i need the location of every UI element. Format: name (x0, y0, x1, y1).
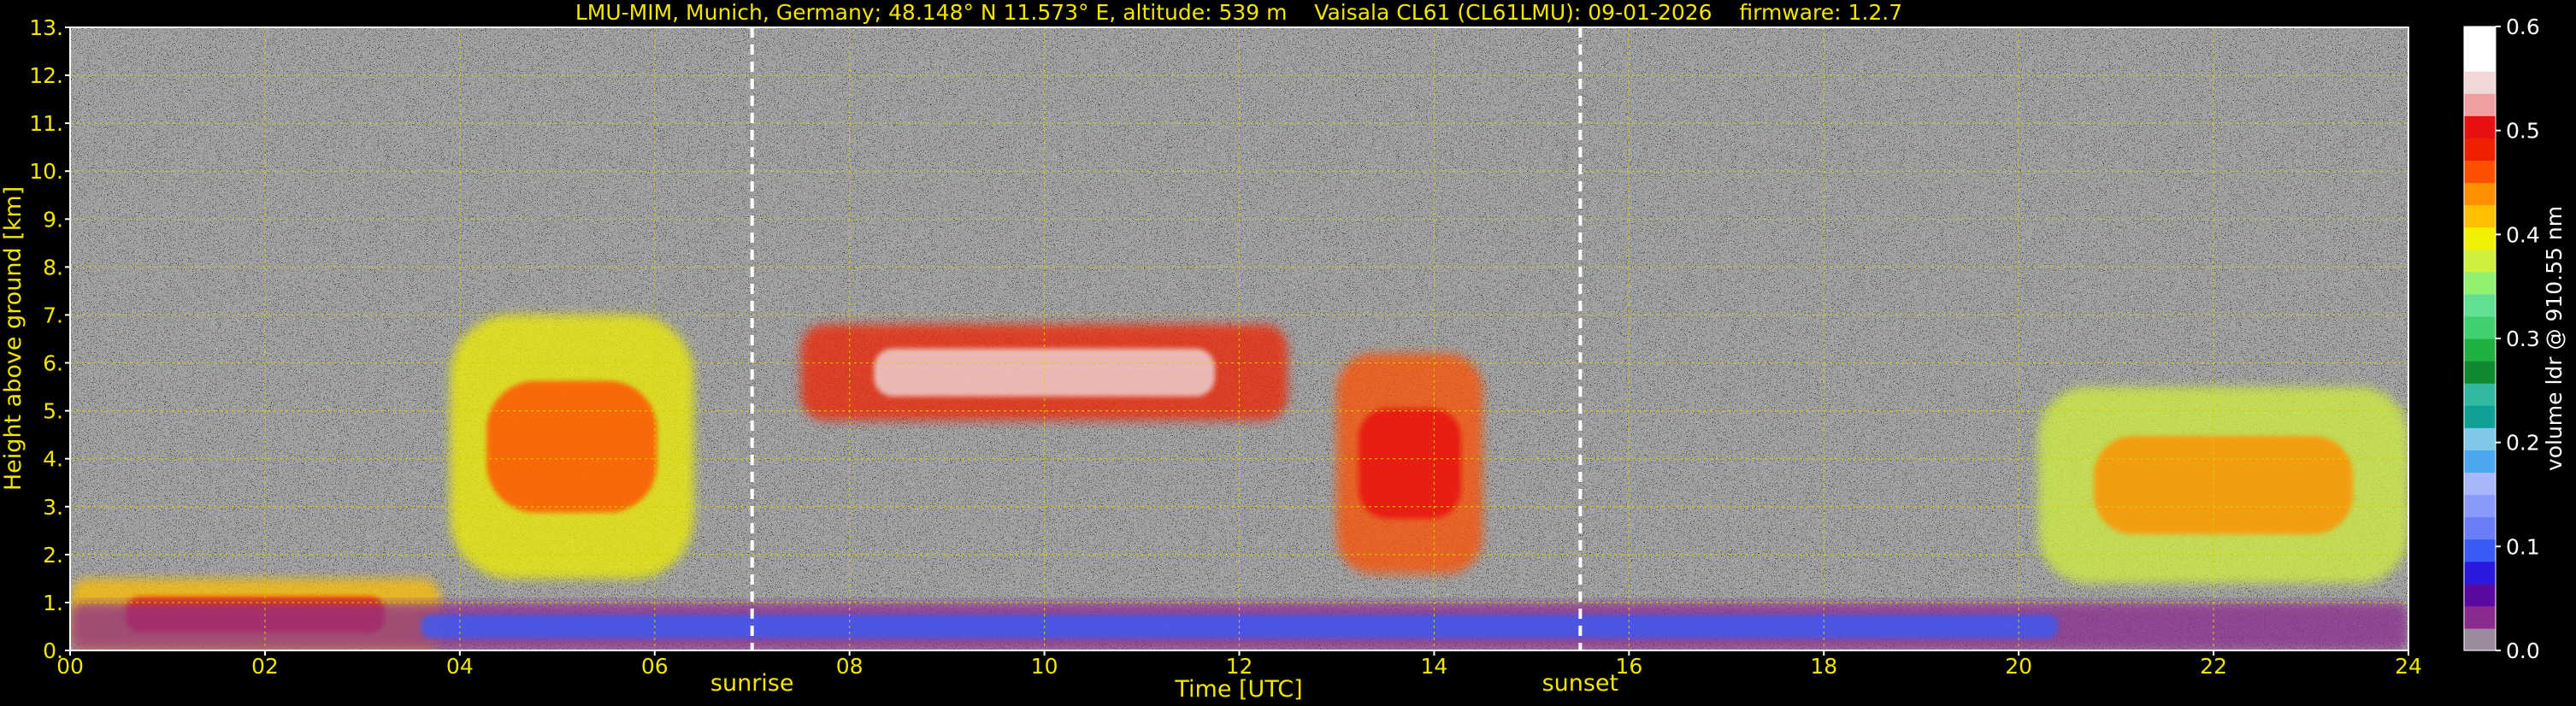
x-tick-label: 12 (1226, 654, 1253, 679)
y-tick-label: 5. (43, 399, 63, 424)
colorbar-segment (2464, 26, 2496, 50)
y-tick-label: 13. (29, 15, 63, 40)
colorbar-tick-label: 0.0 (2506, 638, 2540, 663)
sun-marker-label: sunrise (710, 670, 794, 697)
x-tick-label: 02 (251, 654, 279, 679)
x-tick-label: 04 (446, 654, 474, 679)
colorbar-segment (2464, 494, 2496, 518)
colorbar-segment (2464, 138, 2496, 162)
colorbar-tick-label: 0.2 (2506, 431, 2540, 456)
y-tick-label: 3. (43, 495, 63, 520)
colorbar-segment (2464, 204, 2496, 228)
y-tick-label: 9. (43, 207, 63, 232)
colorbar-segment (2464, 583, 2496, 607)
colorbar-label: volume ldr @ 910.55 nm (2542, 206, 2567, 471)
y-axis-label: Height above ground [km] (0, 186, 27, 491)
colorbar-segment (2464, 338, 2496, 362)
colorbar-segment (2464, 383, 2496, 406)
colorbar-segment (2464, 361, 2496, 384)
colorbar-tick-label: 0.3 (2506, 327, 2540, 351)
x-tick-label: 16 (1615, 654, 1642, 679)
colorbar-tick-label: 0.5 (2506, 119, 2540, 144)
sun-marker-label: sunset (1542, 670, 1619, 697)
colorbar-segment (2464, 182, 2496, 206)
x-tick-label: 14 (1421, 654, 1448, 679)
colorbar-segment (2464, 538, 2496, 562)
colorbar (2463, 26, 2496, 651)
x-tick-label: 00 (56, 654, 84, 679)
colorbar-segment (2464, 49, 2496, 72)
y-tick-labels: 0. 1. 2. 3. 4. 5. 6. 7. 8. 9. 10. 11. 12. 13. (29, 15, 70, 663)
colorbar-segment (2464, 516, 2496, 540)
signal-core (2093, 436, 2354, 535)
colorbar-segment (2464, 227, 2496, 250)
x-tick-label: 08 (836, 654, 864, 679)
colorbar-segment (2464, 293, 2496, 317)
y-tick-label: 0. (43, 638, 63, 663)
chart-title: LMU-MIM, Munich, Germany; 48.148° N 11.5… (575, 0, 1902, 25)
colorbar-segment (2464, 71, 2496, 94)
y-tick-label: 8. (43, 255, 63, 279)
x-tick-label: 18 (1810, 654, 1837, 679)
signal-core (486, 380, 657, 513)
signal-core (1359, 408, 1461, 519)
colorbar-segment (2464, 93, 2496, 116)
colorbar-segment (2464, 450, 2496, 474)
x-axis-label: Time [UTC] (1174, 676, 1302, 703)
x-tick-labels: 00 02 04 06 08 10 12 14 16 18 20 22 24 (56, 650, 2422, 679)
colorbar-segment (2464, 627, 2496, 651)
x-tick-label: 06 (641, 654, 669, 679)
x-tick-label: 24 (2395, 654, 2422, 679)
y-tick-label: 2. (43, 543, 63, 568)
colorbar-segment (2464, 160, 2496, 184)
colorbar-segment (2464, 249, 2496, 273)
grid-lines (70, 27, 2408, 650)
colorbar-segment (2464, 472, 2496, 496)
colorbar-segment (2464, 115, 2496, 138)
y-tick-label: 1. (43, 591, 63, 615)
colorbar-segment (2464, 561, 2496, 585)
colorbar-segment (2464, 405, 2496, 428)
y-tick-label: 4. (43, 447, 63, 472)
colorbar-tick-label: 0.6 (2506, 15, 2540, 39)
x-tick-label: 22 (2200, 654, 2227, 679)
colorbar-tick-label: 0.4 (2506, 222, 2540, 247)
colorbar-segment (2464, 315, 2496, 339)
colorbar-segment (2464, 271, 2496, 295)
colorbar-segment (2464, 605, 2496, 629)
signal-core (874, 348, 1216, 397)
x-tick-label: 10 (1031, 654, 1058, 679)
y-tick-label: 11. (29, 111, 63, 136)
colorbar-tick-labels: 0.0 0.1 0.2 0.3 0.4 0.5 0.6 (2496, 15, 2540, 663)
x-tick-label: 20 (2005, 654, 2032, 679)
y-tick-label: 6. (43, 351, 63, 376)
y-tick-label: 7. (43, 303, 63, 327)
y-tick-label: 10. (29, 159, 63, 184)
colorbar-segment (2464, 427, 2496, 450)
sun-markers: sunrise sunset (710, 27, 1618, 697)
colorbar-tick-label: 0.1 (2506, 534, 2540, 559)
y-tick-label: 12. (29, 63, 63, 88)
